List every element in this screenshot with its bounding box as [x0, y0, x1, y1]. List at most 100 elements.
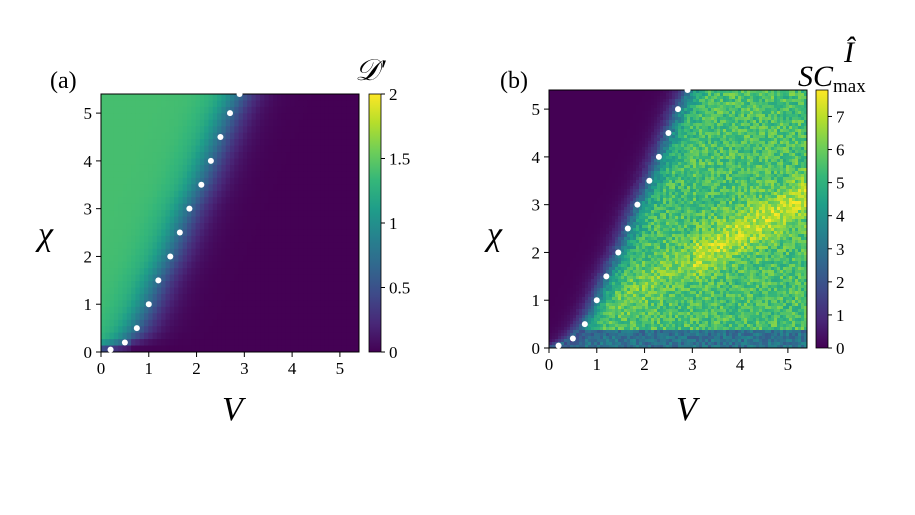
- heatmap-cell: [169, 248, 175, 256]
- heatmap-cell: [672, 99, 676, 103]
- heatmap-cell: [660, 111, 664, 115]
- heatmap-cell: [663, 174, 667, 178]
- heatmap-cell: [663, 135, 667, 139]
- heatmap-cell: [307, 293, 313, 301]
- heatmap-cell: [307, 261, 313, 269]
- heatmap-cell: [789, 96, 793, 100]
- heatmap-cell: [260, 94, 265, 102]
- heatmap-cell: [585, 123, 589, 127]
- heatmap-cell: [294, 132, 300, 140]
- heatmap-cell: [573, 150, 577, 154]
- heatmap-cell: [298, 164, 304, 172]
- heatmap-cell: [690, 108, 694, 112]
- heatmap-cell: [648, 168, 652, 172]
- heatmap-cell: [777, 126, 781, 130]
- heatmap-cell: [579, 138, 583, 142]
- heatmap-cell: [281, 113, 287, 121]
- heatmap-cell: [303, 293, 308, 301]
- heatmap-cell: [122, 248, 128, 256]
- heatmap-cell: [780, 144, 784, 148]
- heatmap-cell: [735, 153, 739, 157]
- heatmap-cell: [324, 119, 330, 127]
- heatmap-cell: [780, 96, 784, 100]
- heatmap-cell: [732, 120, 736, 124]
- heatmap-cell: [645, 174, 649, 178]
- heatmap-cell: [113, 242, 119, 250]
- heatmap-cell: [699, 102, 703, 106]
- heatmap-cell: [346, 248, 351, 256]
- heatmap-cell: [690, 129, 694, 133]
- heatmap-cell: [552, 126, 556, 130]
- heatmap-cell: [290, 229, 296, 237]
- heatmap-cell: [247, 158, 253, 166]
- heatmap-cell: [225, 293, 231, 301]
- heatmap-cell: [191, 145, 197, 153]
- heatmap-cell: [723, 102, 727, 106]
- heatmap-cell: [320, 268, 326, 276]
- heatmap-cell: [720, 159, 724, 163]
- heatmap-cell: [594, 150, 598, 154]
- heatmap-cell: [678, 144, 682, 148]
- heatmap-cell: [711, 165, 715, 169]
- heatmap-cell: [328, 319, 334, 327]
- heatmap-cell: [654, 171, 658, 175]
- heatmap-cell: [152, 139, 158, 147]
- heatmap-cell: [174, 158, 179, 166]
- heatmap-cell: [337, 197, 343, 205]
- heatmap-cell: [101, 242, 106, 250]
- heatmap-cell: [744, 174, 748, 178]
- heatmap-cell: [316, 300, 321, 308]
- heatmap-cell: [221, 242, 227, 250]
- heatmap-cell: [212, 164, 218, 172]
- heatmap-cell: [657, 162, 661, 166]
- heatmap-cell: [750, 102, 754, 106]
- heatmap-cell: [316, 216, 321, 224]
- heatmap-cell: [786, 156, 790, 160]
- heatmap-cell: [225, 126, 231, 134]
- heatmap-cell: [234, 345, 240, 352]
- heatmap-cell: [582, 159, 586, 163]
- heatmap-cell: [570, 132, 574, 136]
- heatmap-cell: [277, 203, 283, 211]
- heatmap-cell: [191, 171, 197, 179]
- heatmap-cell: [187, 197, 192, 205]
- heatmap-cell: [756, 132, 760, 136]
- heatmap-cell: [615, 147, 619, 151]
- heatmap-cell: [251, 126, 257, 134]
- heatmap-cell: [230, 106, 235, 114]
- heatmap-cell: [307, 210, 313, 218]
- heatmap-cell: [187, 235, 192, 243]
- heatmap-cell: [597, 138, 601, 142]
- heatmap-cell: [624, 150, 628, 154]
- heatmap-cell: [633, 147, 637, 151]
- heatmap-cell: [264, 313, 270, 321]
- heatmap-cell: [277, 300, 283, 308]
- heatmap-cell: [672, 153, 676, 157]
- heatmap-cell: [699, 141, 703, 145]
- heatmap-cell: [260, 223, 265, 231]
- heatmap-cell: [187, 132, 192, 140]
- heatmap-cell: [199, 203, 205, 211]
- heatmap-cell: [732, 156, 736, 160]
- heatmap-cell: [765, 90, 769, 94]
- heatmap-cell: [221, 113, 227, 121]
- heatmap-cell: [247, 268, 253, 276]
- heatmap-cell: [549, 159, 553, 163]
- heatmap-cell: [191, 268, 197, 276]
- heatmap-cell: [681, 171, 685, 175]
- heatmap-cell: [588, 177, 592, 181]
- heatmap-cell: [615, 165, 619, 169]
- heatmap-cell: [303, 255, 308, 263]
- heatmap-cell: [795, 132, 799, 136]
- heatmap-cell: [268, 210, 274, 218]
- heatmap-cell: [696, 102, 700, 106]
- heatmap-cell: [341, 139, 347, 147]
- heatmap-cell: [774, 114, 778, 118]
- heatmap-cell: [726, 108, 730, 112]
- heatmap-cell: [113, 268, 119, 276]
- heatmap-cell: [765, 147, 769, 151]
- heatmap-cell: [118, 339, 124, 347]
- heatmap-cell: [753, 123, 757, 127]
- heatmap-cell: [122, 319, 128, 327]
- heatmap-cell: [217, 164, 222, 172]
